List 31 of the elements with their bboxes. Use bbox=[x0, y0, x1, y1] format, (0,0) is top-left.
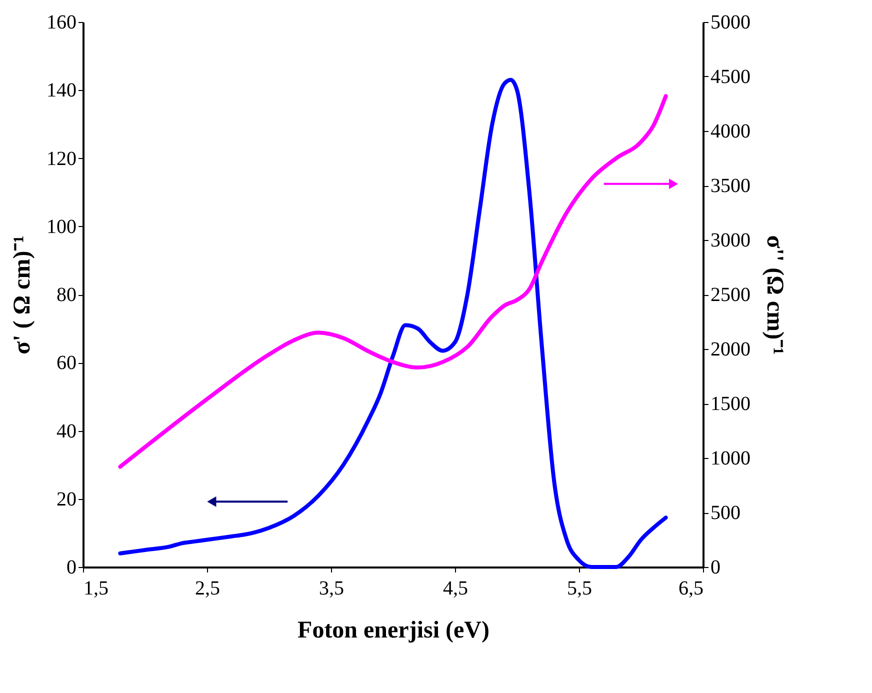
x-tick-label: 3,5 bbox=[319, 578, 344, 600]
y2-axis-title: σ'' (Ω cm)⁻¹ bbox=[762, 235, 788, 355]
x-tick-label: 1,5 bbox=[84, 578, 108, 600]
y-tick-label: 100 bbox=[46, 216, 76, 238]
y2-tick-label: 0 bbox=[710, 556, 720, 578]
y2-tick-label: 3000 bbox=[710, 230, 750, 252]
y2-tick-label: 3500 bbox=[710, 175, 750, 197]
y-tick-label: 120 bbox=[46, 148, 76, 170]
y-axis-title: σ' ( Ω cm)⁻¹ bbox=[10, 236, 36, 354]
y-tick-label: 80 bbox=[56, 284, 76, 306]
y2-tick-label: 5000 bbox=[710, 12, 750, 34]
y2-tick-label: 1000 bbox=[710, 448, 750, 470]
y2-tick-label: 2500 bbox=[710, 284, 750, 306]
x-tick-label: 2,5 bbox=[195, 578, 220, 600]
x-tick-label: 6,5 bbox=[678, 578, 704, 600]
y2-tick-label: 2000 bbox=[710, 338, 750, 360]
y-tick-label: 60 bbox=[56, 352, 76, 374]
line-series bbox=[118, 94, 668, 469]
x-tick-label: 4,5 bbox=[443, 578, 468, 600]
y2-tick-label: 4000 bbox=[710, 120, 750, 142]
y2-tick-label: 4500 bbox=[710, 66, 750, 88]
y-tick-label: 160 bbox=[46, 12, 76, 34]
y2-tick-label: 1500 bbox=[710, 393, 750, 415]
y-tick-label: 20 bbox=[56, 488, 76, 510]
x-tick-label: 5,5 bbox=[567, 578, 592, 600]
x-axis-title: Foton enerjisi (eV) bbox=[298, 618, 490, 644]
line-series bbox=[118, 78, 668, 569]
y-tick-label: 140 bbox=[46, 80, 76, 102]
y-tick-label: 0 bbox=[66, 556, 76, 578]
y-tick-label: 40 bbox=[56, 420, 76, 442]
y2-tick-label: 500 bbox=[710, 502, 740, 524]
